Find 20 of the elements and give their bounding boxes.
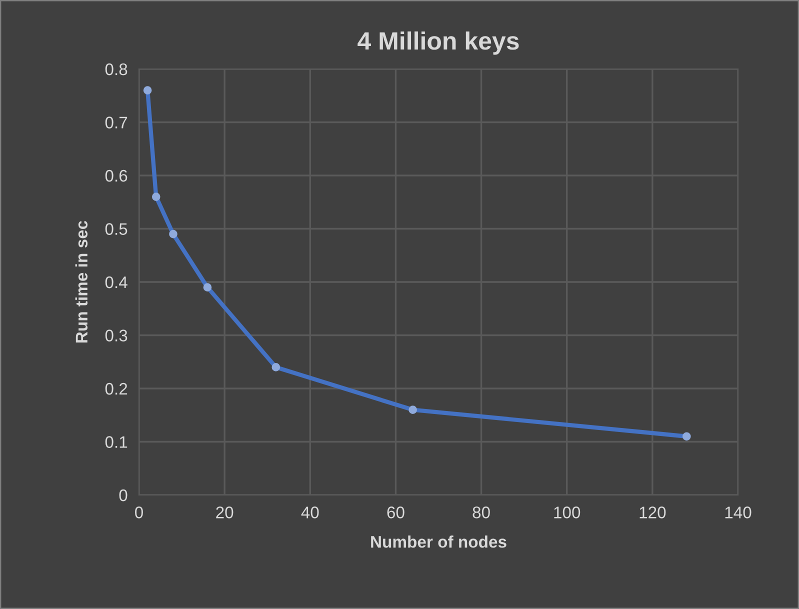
y-tick-label: 0.8 [105,63,128,76]
x-tick-label: 20 [216,506,234,518]
y-tick-label: 0.6 [105,170,128,182]
x-tick-label: 80 [472,506,490,518]
x-tick-label: 140 [725,506,752,518]
y-tick-label: 0.4 [105,276,128,288]
y-tick-label: 0.3 [105,330,128,342]
chart-title: 4 Million keys [358,31,519,55]
y-tick-label: 0.7 [105,116,128,128]
x-tick-label: 40 [301,506,319,518]
x-tick-label: 0 [135,506,143,518]
x-tick-label: 100 [554,506,580,518]
y-axis-title: Run time in sec [75,220,88,342]
y-tick-label: 0 [119,489,128,502]
x-axis-title: Number of nodes [371,536,506,548]
x-tick-label: 60 [387,506,404,518]
y-tick-label: 0.5 [105,223,128,235]
y-tick-label: 0.2 [105,382,128,395]
x-tick-label: 120 [640,506,666,518]
y-tick-label: 0.1 [105,436,128,448]
